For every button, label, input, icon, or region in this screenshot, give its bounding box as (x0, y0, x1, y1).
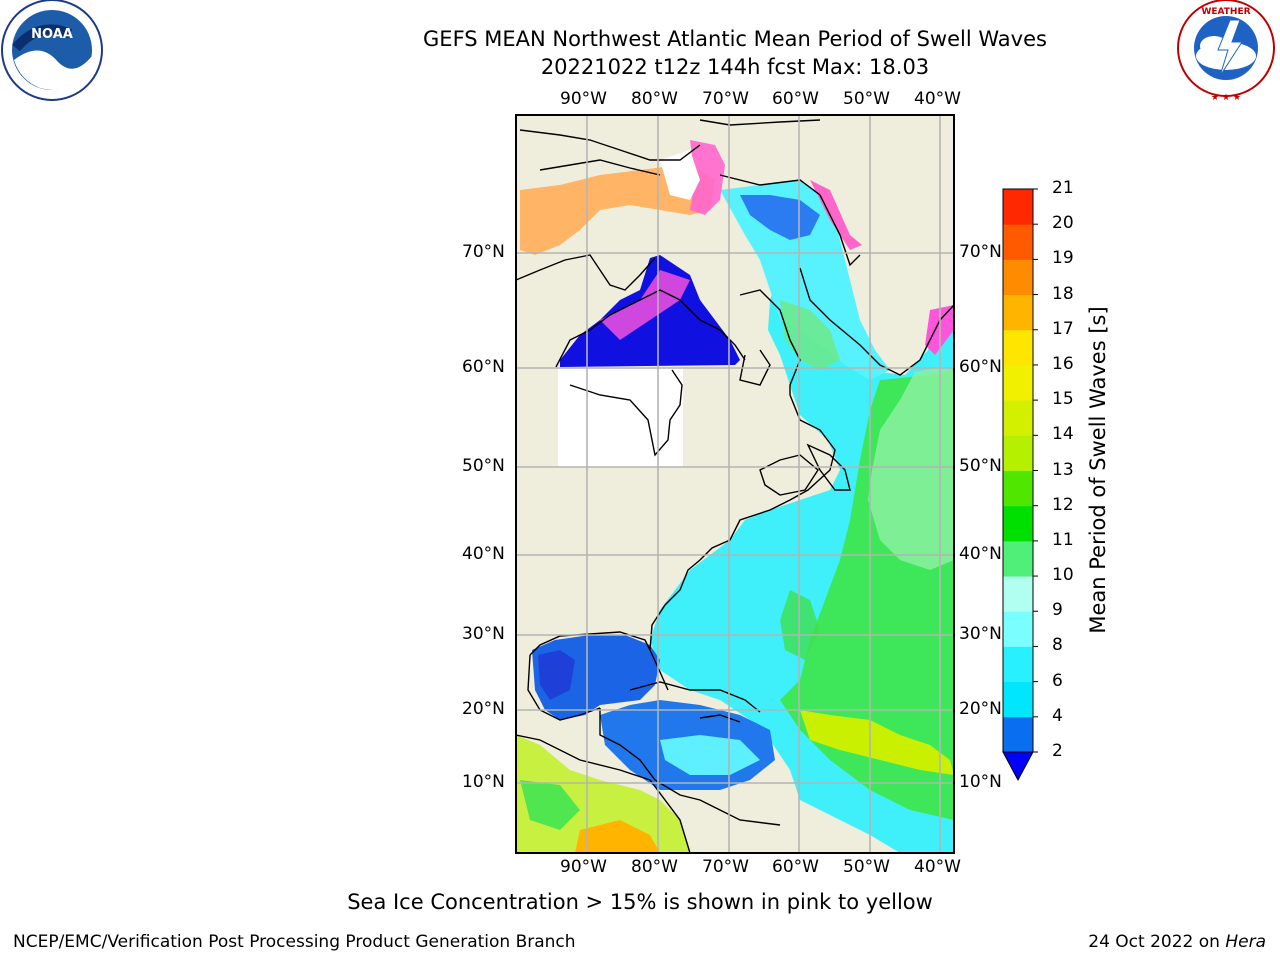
lat-label-left: 50°N (462, 456, 505, 476)
colorbar-segment (1003, 364, 1033, 401)
labrador-green (780, 300, 840, 370)
colorbar-segment (1003, 646, 1033, 683)
colorbar-title: Mean Period of Swell Waves [s] (1086, 306, 1110, 634)
footer-credit: NCEP/EMC/Verification Post Processing Pr… (13, 932, 576, 952)
footer-host: Hera (1225, 932, 1266, 952)
colorbar-tick-label: 8 (1052, 635, 1063, 656)
lon-label-bottom: 80°W (631, 857, 678, 877)
noaa-logo: NOAA (1, 0, 103, 101)
footer-date: 24 Oct 2022 on Hera (1088, 932, 1266, 952)
baffin-blue (740, 195, 820, 240)
graticule (516, 115, 954, 853)
baffin-ice-pink (810, 180, 862, 250)
lon-label-top: 90°W (560, 89, 607, 109)
lon-label-top: 70°W (702, 89, 749, 109)
labrador-sea (720, 180, 890, 380)
colorbar-tick-label: 16 (1052, 353, 1074, 374)
colorbar-tick-label: 11 (1052, 529, 1074, 550)
colorbar (1002, 188, 1038, 782)
colorbar-segment (1003, 716, 1033, 753)
south-america-orange (575, 820, 660, 853)
colorbar-segment (1003, 189, 1033, 225)
map-frame (515, 114, 955, 854)
colorbar-tick-label: 4 (1052, 705, 1063, 726)
colorbar-tick-label: 19 (1052, 248, 1074, 269)
colorbar-segment (1003, 259, 1033, 296)
colorbar-segment (1003, 540, 1033, 577)
lat-label-right: 50°N (959, 456, 1002, 476)
lon-label-bottom: 90°W (560, 857, 607, 877)
swell-zone-green-central (780, 590, 820, 660)
lat-label-left: 70°N (462, 242, 505, 262)
lat-label-left: 20°N (462, 699, 505, 719)
svg-text:WEATHER: WEATHER (1201, 7, 1250, 17)
colorbar-tick-label: 2 (1052, 741, 1063, 761)
lon-label-top: 80°W (631, 89, 678, 109)
colorbar-segment (1003, 435, 1033, 471)
lat-label-right: 70°N (959, 242, 1002, 262)
lat-label-left: 30°N (462, 624, 505, 644)
colorbar-segment (1003, 505, 1033, 542)
colorbar-segment (1003, 224, 1033, 260)
nws-logo: WEATHER ★ ★ ★ (1177, 0, 1275, 103)
colorbar-tick-label: 6 (1052, 670, 1063, 691)
colorbar-segment (1003, 681, 1033, 718)
lat-label-right: 30°N (959, 624, 1002, 644)
colorbar-tick-label: 15 (1052, 389, 1074, 410)
lat-label-right: 10°N (959, 772, 1002, 792)
colorbar-segment (1003, 576, 1033, 612)
arctic-ice-white (660, 150, 700, 200)
map-title: GEFS MEAN Northwest Atlantic Mean Period… (423, 27, 1047, 51)
lat-label-left: 10°N (462, 772, 505, 792)
gulf-deep (538, 650, 575, 700)
lon-label-bottom: 50°W (843, 857, 890, 877)
arctic-ice-pink (690, 140, 725, 215)
amazon-green (520, 780, 580, 830)
lon-label-bottom: 40°W (914, 857, 961, 877)
colorbar-segment (1003, 329, 1033, 366)
swell-zone-yellow (800, 710, 954, 775)
colorbar-tick-label: 9 (1052, 600, 1063, 621)
lon-label-top: 50°W (843, 89, 890, 109)
colorbar-tick-label: 13 (1052, 459, 1074, 480)
lon-label-bottom: 60°W (772, 857, 819, 877)
lon-label-top: 40°W (914, 89, 961, 109)
lat-label-right: 20°N (959, 699, 1002, 719)
lon-label-top: 60°W (772, 89, 819, 109)
colorbar-tick-label: 17 (1052, 318, 1074, 339)
colorbar-extend-arrow (1002, 751, 1034, 782)
arctic-ice-orange (520, 165, 715, 255)
colorbar-tick-label: 20 (1052, 213, 1074, 234)
lat-label-right: 60°N (959, 357, 1002, 377)
svg-text:★ ★ ★: ★ ★ ★ (1211, 93, 1241, 103)
lat-label-left: 40°N (462, 544, 505, 564)
footer-date-text: 24 Oct 2022 on (1088, 932, 1226, 952)
coastlines (516, 119, 954, 853)
map-subtitle: 20221022 t12z 144h fcst Max: 18.03 (540, 55, 930, 79)
colorbar-tick-label: 12 (1052, 494, 1074, 515)
lon-label-bottom: 70°W (702, 857, 749, 877)
lat-label-right: 40°N (959, 544, 1002, 564)
swell-zone-lightgreen (868, 368, 954, 570)
caribbean-cyan (660, 735, 760, 775)
noaa-logo-text: NOAA (31, 27, 73, 42)
no-data-region (558, 367, 683, 467)
colorbar-tick-label: 18 (1052, 283, 1074, 304)
colorbar-tick-label: 14 (1052, 424, 1074, 445)
colorbar-segment (1003, 400, 1033, 436)
colorbar-tick-label: 10 (1052, 565, 1074, 586)
colorbar-tick-label: 21 (1052, 178, 1074, 198)
sea-ice-caption: Sea Ice Concentration > 15% is shown in … (347, 890, 933, 914)
lat-label-left: 60°N (462, 357, 505, 377)
colorbar-segment (1003, 470, 1033, 507)
colorbar-segment (1003, 294, 1033, 331)
hudson-ice-pink (600, 270, 690, 340)
colorbar-segment (1003, 611, 1033, 647)
